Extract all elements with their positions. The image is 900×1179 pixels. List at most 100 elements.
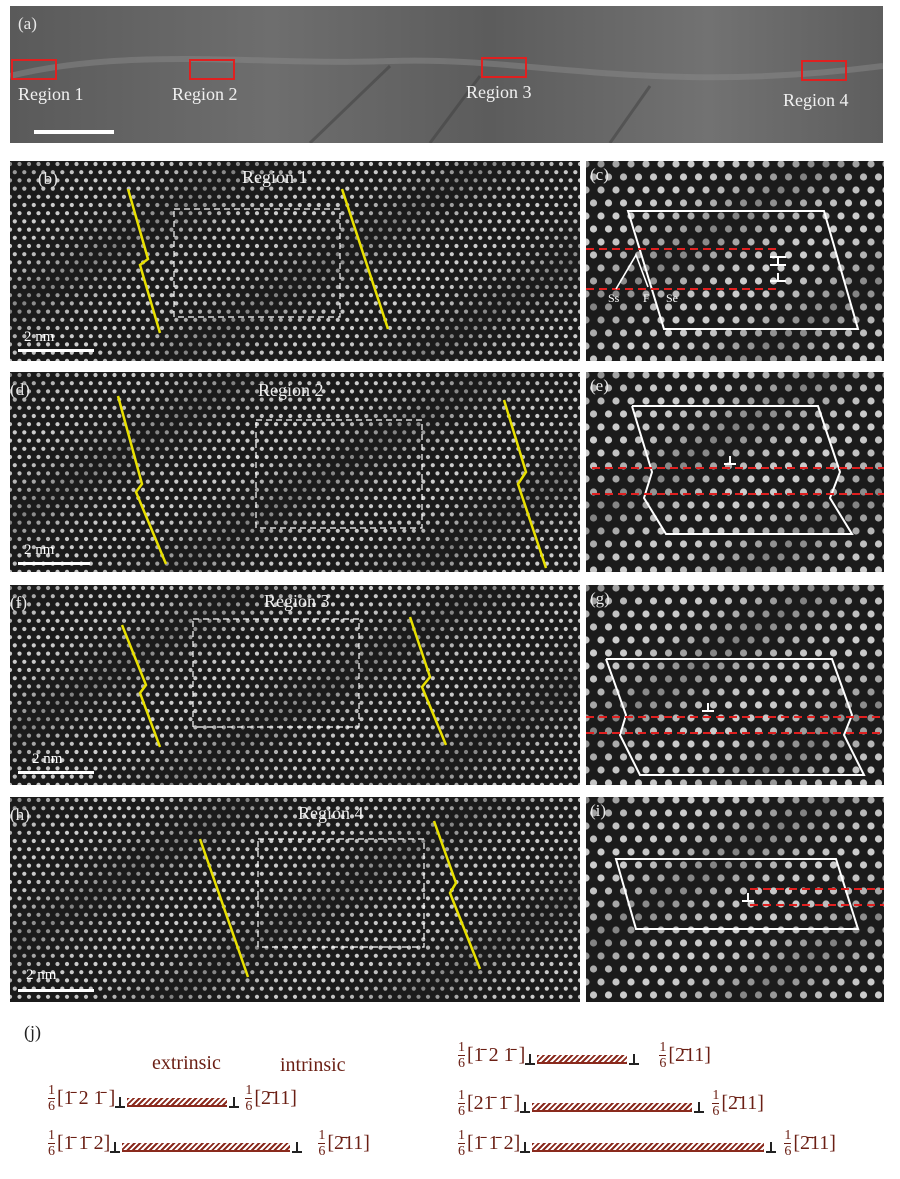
burgers-vector-left: [1̄ 2 1̄ ] bbox=[57, 1087, 116, 1109]
burgers-vector-left: [1̄ 1̄ 2] bbox=[57, 1132, 111, 1154]
boundary-line bbox=[198, 838, 250, 978]
atomic-lattice bbox=[586, 797, 884, 999]
scale-label: 2 nm bbox=[24, 329, 55, 345]
burgers-vector-left: [21̄ 1̄ ] bbox=[467, 1092, 521, 1114]
annotation-ss: Ss bbox=[608, 291, 620, 305]
boundary-line bbox=[116, 395, 168, 565]
fault-marker bbox=[615, 253, 649, 290]
zoom-panel-i: (i) bbox=[586, 797, 884, 1002]
hrtem-panel-b: (b) Region 1 2 nm bbox=[10, 161, 580, 361]
burgers-circuit bbox=[614, 858, 860, 930]
overlay bbox=[126, 188, 390, 334]
dislocation-icon bbox=[766, 1141, 777, 1153]
hrtem-panel-d: (d) Region 2 2 nm bbox=[10, 372, 580, 572]
scale-label: 2 nm bbox=[26, 967, 57, 983]
overlay bbox=[116, 395, 548, 569]
region-2-marker bbox=[189, 59, 235, 80]
hrtem-panel-h: (h) Region 4 2 nm bbox=[10, 797, 580, 1002]
burgers-vector-right: [2̄11] bbox=[327, 1132, 370, 1154]
zoom-panel-e: (e) bbox=[586, 372, 884, 572]
burgers-vector-left: [1̄ 2 1̄ ] bbox=[467, 1044, 526, 1066]
boundary-line bbox=[120, 624, 162, 748]
zoom-box bbox=[255, 419, 423, 529]
zoom-box bbox=[257, 838, 425, 948]
fault-bar bbox=[537, 1055, 628, 1064]
hrtem-panel-f: (f) Region 3 2 nm bbox=[10, 585, 580, 785]
dislocation-icon bbox=[525, 1053, 536, 1065]
zoom-box bbox=[173, 208, 341, 318]
dislocation-symbol bbox=[702, 703, 714, 712]
dislocation-icon bbox=[292, 1141, 303, 1153]
fault-bar bbox=[532, 1143, 765, 1152]
region-label: Region 2 bbox=[172, 84, 238, 104]
boundary-line bbox=[432, 820, 482, 970]
atomic-lattice bbox=[10, 585, 580, 785]
dislocation-icon bbox=[115, 1096, 126, 1108]
zoom-box bbox=[192, 618, 360, 728]
overlay bbox=[120, 616, 448, 748]
annotation-se: Se bbox=[666, 291, 678, 305]
overview-micrograph: (a) Region 1 Region 2 Region 3 Region 4 bbox=[10, 6, 883, 143]
annotation-f: F bbox=[643, 291, 650, 305]
scale-bar bbox=[18, 989, 94, 992]
scale-label: 2 nm bbox=[24, 542, 55, 558]
dislocation-symbol bbox=[742, 893, 754, 902]
dislocation-symbol bbox=[770, 256, 786, 282]
region-label: Region 1 bbox=[18, 84, 84, 104]
region-3-marker bbox=[481, 57, 527, 78]
region-4-marker bbox=[801, 60, 847, 81]
burgers-circuit bbox=[631, 405, 854, 535]
scale-bar bbox=[34, 130, 114, 134]
zoom-panel-c: (c) Ss F Se bbox=[586, 161, 884, 361]
panel-label: (e) bbox=[590, 376, 609, 395]
region-label: Region 4 bbox=[783, 90, 849, 110]
fault-bar bbox=[127, 1098, 228, 1107]
panel-label: (b) bbox=[38, 169, 58, 188]
panel-label: (i) bbox=[590, 801, 607, 820]
overlay bbox=[614, 858, 884, 930]
dislocation-icon bbox=[520, 1141, 531, 1153]
boundary-line bbox=[340, 188, 390, 330]
fault-bar bbox=[532, 1103, 693, 1112]
zoom-panel-g: (g) bbox=[586, 585, 884, 785]
dislocation-icon bbox=[629, 1053, 640, 1065]
intrinsic-label: intrinsic bbox=[280, 1054, 346, 1076]
scale-bar bbox=[18, 349, 94, 352]
overview-texture bbox=[10, 56, 883, 143]
panel-title: Region 3 bbox=[264, 591, 330, 611]
burgers-vector-right: [2̄11] bbox=[721, 1092, 764, 1114]
fault-bar bbox=[122, 1143, 291, 1152]
dislocation-icon bbox=[520, 1101, 531, 1113]
atomic-lattice bbox=[10, 797, 580, 999]
panel-label: (j) bbox=[24, 1022, 41, 1042]
boundary-line bbox=[502, 399, 548, 569]
overlay bbox=[586, 658, 884, 776]
scale-bar bbox=[18, 562, 90, 565]
boundary-line bbox=[408, 616, 448, 746]
region-1-marker bbox=[11, 59, 57, 80]
overlay bbox=[586, 210, 860, 330]
panel-label: (c) bbox=[590, 165, 609, 184]
panel-title: Region 2 bbox=[258, 380, 324, 400]
burgers-circuit bbox=[626, 210, 860, 330]
burgers-vector-right: [2̄11] bbox=[668, 1044, 711, 1066]
burgers-circuit bbox=[605, 658, 866, 776]
panel-label: (h) bbox=[10, 805, 30, 824]
atomic-lattice bbox=[586, 161, 884, 361]
panel-label: (g) bbox=[590, 589, 610, 608]
boundary-line bbox=[126, 188, 162, 334]
burgers-vector-right: [2̄11] bbox=[254, 1087, 297, 1109]
panel-title: Region 4 bbox=[298, 803, 364, 823]
dislocation-icon bbox=[110, 1141, 121, 1153]
overlay bbox=[198, 820, 482, 978]
overlay bbox=[592, 405, 884, 535]
panel-title: Region 1 bbox=[242, 167, 308, 187]
burgers-vector-right: [2̄11] bbox=[793, 1132, 836, 1154]
panel-label: (f) bbox=[10, 593, 27, 612]
atomic-lattice bbox=[10, 372, 580, 572]
atomic-lattice bbox=[10, 161, 580, 361]
panel-label: (d) bbox=[10, 380, 30, 399]
scale-label: 2 nm bbox=[32, 751, 63, 767]
